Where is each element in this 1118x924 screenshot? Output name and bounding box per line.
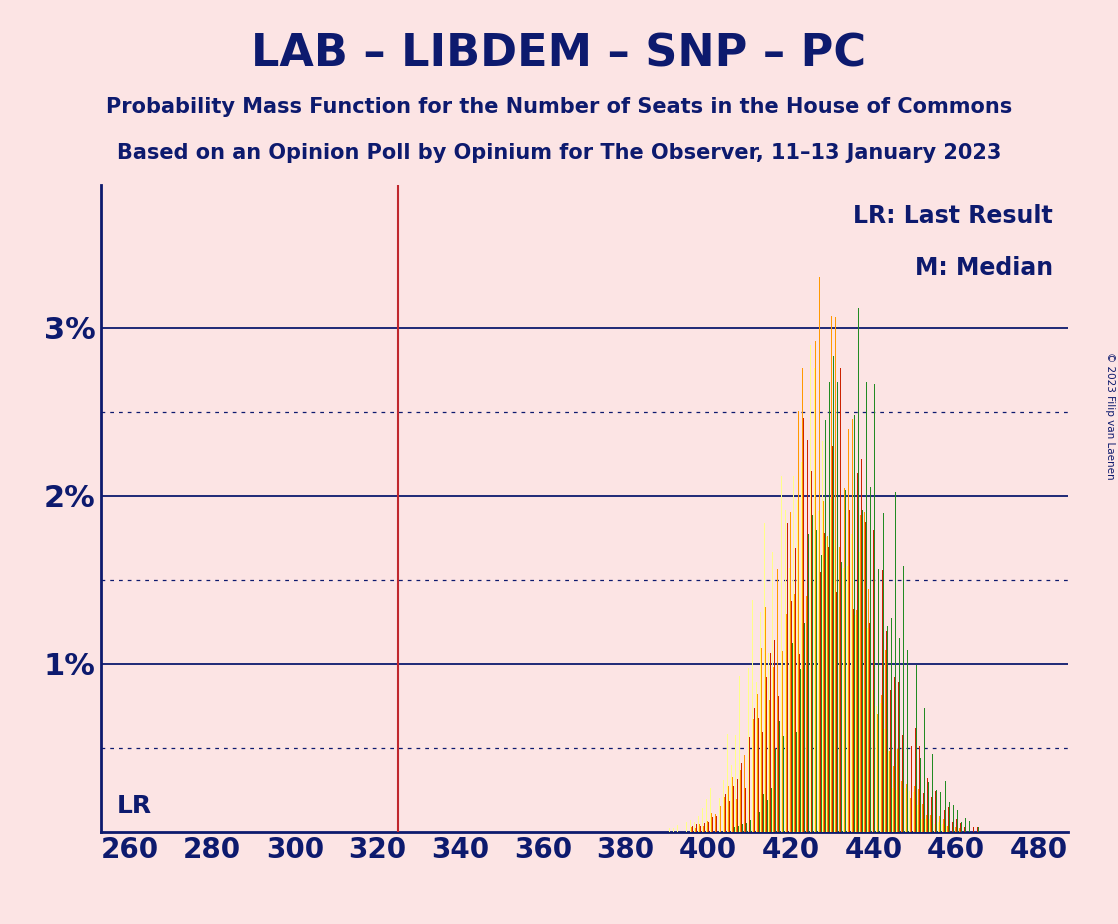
- Text: Probability Mass Function for the Number of Seats in the House of Commons: Probability Mass Function for the Number…: [106, 97, 1012, 117]
- Text: LAB – LIBDEM – SNP – PC: LAB – LIBDEM – SNP – PC: [252, 32, 866, 76]
- Text: LR: Last Result: LR: Last Result: [853, 204, 1053, 228]
- Text: © 2023 Filip van Laenen: © 2023 Filip van Laenen: [1106, 352, 1115, 480]
- Text: LR: LR: [117, 794, 152, 818]
- Text: M: Median: M: Median: [915, 256, 1053, 280]
- Text: Based on an Opinion Poll by Opinium for The Observer, 11–13 January 2023: Based on an Opinion Poll by Opinium for …: [116, 143, 1002, 164]
